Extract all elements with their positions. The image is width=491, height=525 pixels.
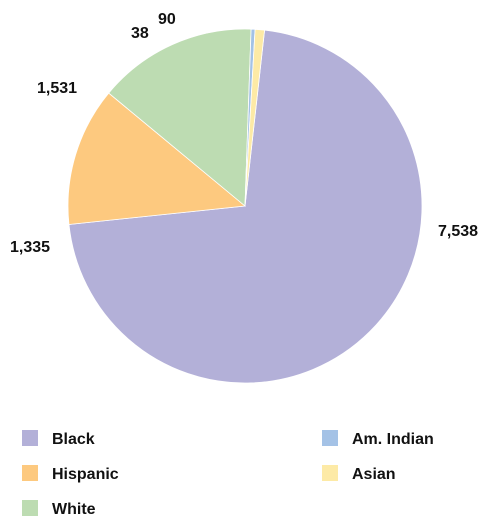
legend-swatch-asian <box>322 465 338 481</box>
slice-label-asian: 90 <box>158 11 176 28</box>
slice-label-white: 1,531 <box>37 80 77 97</box>
slice-label-hispanic: 1,335 <box>10 239 50 256</box>
legend-item-asian: Asian <box>322 465 396 483</box>
slice-label-am-indian: 38 <box>131 25 149 42</box>
pie-slice-black <box>68 29 423 384</box>
legend-item-hispanic: Hispanic <box>22 465 119 483</box>
legend: Black Hispanic White Am. Indian Asian <box>22 430 434 518</box>
legend-swatch-white <box>22 500 38 516</box>
slice-label-black: 7,538 <box>438 223 478 240</box>
legend-label-hispanic: Hispanic <box>52 466 119 483</box>
legend-swatch-hispanic <box>22 465 38 481</box>
pie-slice-white <box>108 28 252 207</box>
legend-swatch-am-indian <box>322 430 338 446</box>
legend-label-white: White <box>52 501 96 518</box>
legend-item-white: White <box>22 500 96 518</box>
legend-item-am-indian: Am. Indian <box>322 430 434 448</box>
legend-label-black: Black <box>52 431 95 448</box>
pie-slice-hispanic <box>67 92 246 225</box>
legend-label-am-indian: Am. Indian <box>352 431 434 448</box>
legend-item-black: Black <box>22 430 95 448</box>
pie-slice-labels: 7,538 1,335 1,531 38 90 <box>10 11 478 256</box>
pie-slice-asian <box>244 28 266 207</box>
legend-label-asian: Asian <box>352 466 396 483</box>
legend-swatch-black <box>22 430 38 446</box>
pie-slices <box>67 28 423 384</box>
